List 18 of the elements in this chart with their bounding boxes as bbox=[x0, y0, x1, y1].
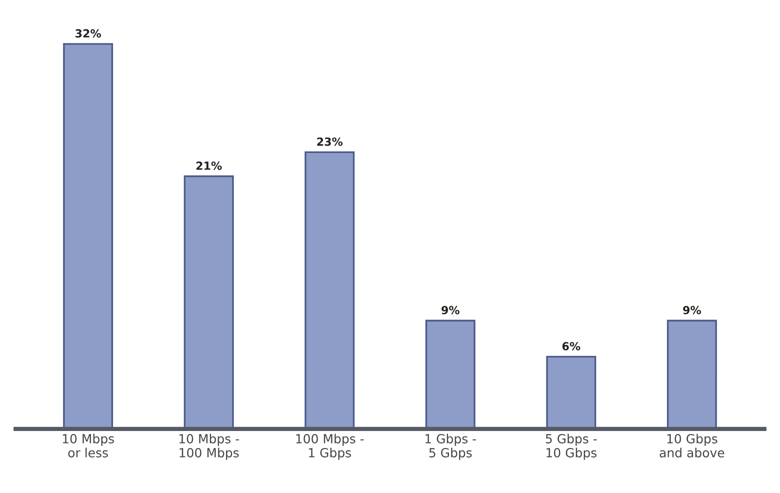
data-label: 6% bbox=[562, 342, 580, 350]
x-tick-label: 10 Gbps and above bbox=[660, 434, 724, 458]
bar bbox=[546, 356, 596, 429]
bar bbox=[304, 151, 355, 429]
x-tick-label: 10 Mbps or less bbox=[62, 434, 114, 458]
data-label: 32% bbox=[76, 29, 102, 38]
data-label: 23% bbox=[317, 137, 343, 146]
bar bbox=[63, 43, 114, 429]
x-tick-label: 10 Mbps - 100 Mbps bbox=[179, 434, 239, 460]
data-label: 9% bbox=[442, 306, 460, 314]
bar bbox=[666, 320, 717, 429]
x-tick-label: 100 Mbps - 1 Gbps bbox=[296, 434, 364, 460]
bar bbox=[425, 320, 476, 429]
data-label: 21% bbox=[196, 162, 222, 170]
bar bbox=[184, 175, 234, 429]
x-tick-label: 5 Gbps - 10 Gbps bbox=[546, 434, 597, 460]
x-tick-label: 1 Gbps - 5 Gbps bbox=[426, 434, 476, 460]
data-label: 9% bbox=[683, 306, 702, 314]
